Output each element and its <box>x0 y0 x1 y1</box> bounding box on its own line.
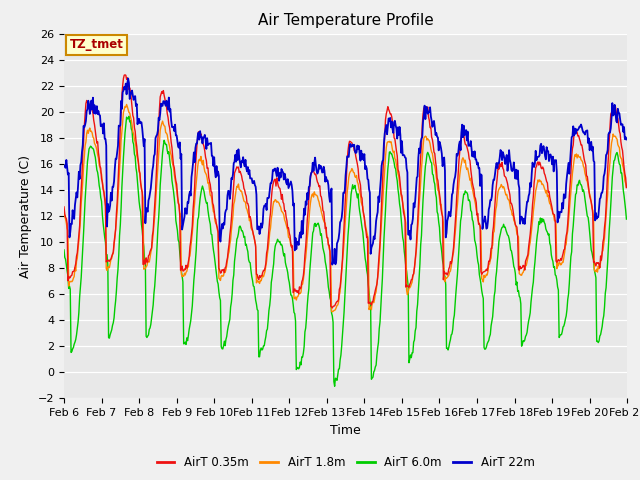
X-axis label: Time: Time <box>330 424 361 437</box>
Title: Air Temperature Profile: Air Temperature Profile <box>258 13 433 28</box>
Y-axis label: Air Temperature (C): Air Temperature (C) <box>19 155 32 277</box>
Legend: AirT 0.35m, AirT 1.8m, AirT 6.0m, AirT 22m: AirT 0.35m, AirT 1.8m, AirT 6.0m, AirT 2… <box>152 452 539 474</box>
Text: TZ_tmet: TZ_tmet <box>70 38 124 51</box>
